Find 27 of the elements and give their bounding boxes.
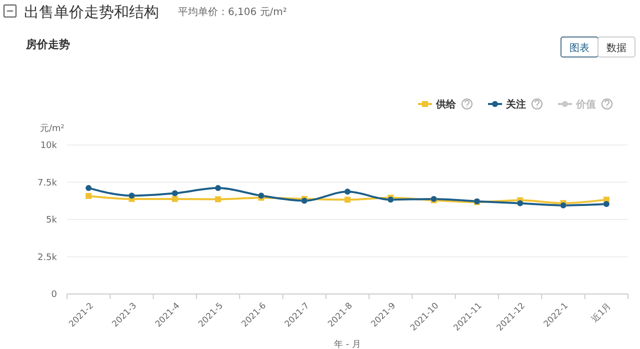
legend-label: 供给: [435, 98, 457, 110]
point: [86, 185, 92, 192]
y-axis-title: 元/m²: [40, 123, 65, 134]
text: 房价走势: [25, 38, 70, 51]
text: 数据: [606, 42, 626, 54]
y-tick-label: 5k: [46, 216, 58, 226]
point: [172, 190, 178, 196]
point: [603, 201, 610, 208]
y-tick-label: 0: [51, 290, 58, 300]
x-tick-label: 近1月: [589, 300, 614, 325]
legend-label: 价值: [575, 98, 596, 110]
point: [86, 192, 92, 199]
y-tick-label: 7.5k: [37, 178, 58, 188]
text: 图表: [570, 42, 590, 54]
y-tick-label: 2.5k: [37, 252, 58, 263]
point: [215, 185, 222, 192]
point: [215, 196, 222, 202]
legend-label: 关注: [505, 98, 526, 110]
point: [344, 196, 350, 203]
y-tick-label: 10k: [40, 141, 58, 152]
point: [172, 196, 178, 202]
point: [128, 192, 135, 199]
chart-subtitle: 平均单价：6,106 元/m²: [178, 6, 287, 18]
chart-title: 出售单价走势和结构: [24, 3, 159, 21]
point: [517, 200, 524, 206]
x-axis-title: 年 - 月: [334, 339, 361, 349]
point: [344, 188, 350, 195]
